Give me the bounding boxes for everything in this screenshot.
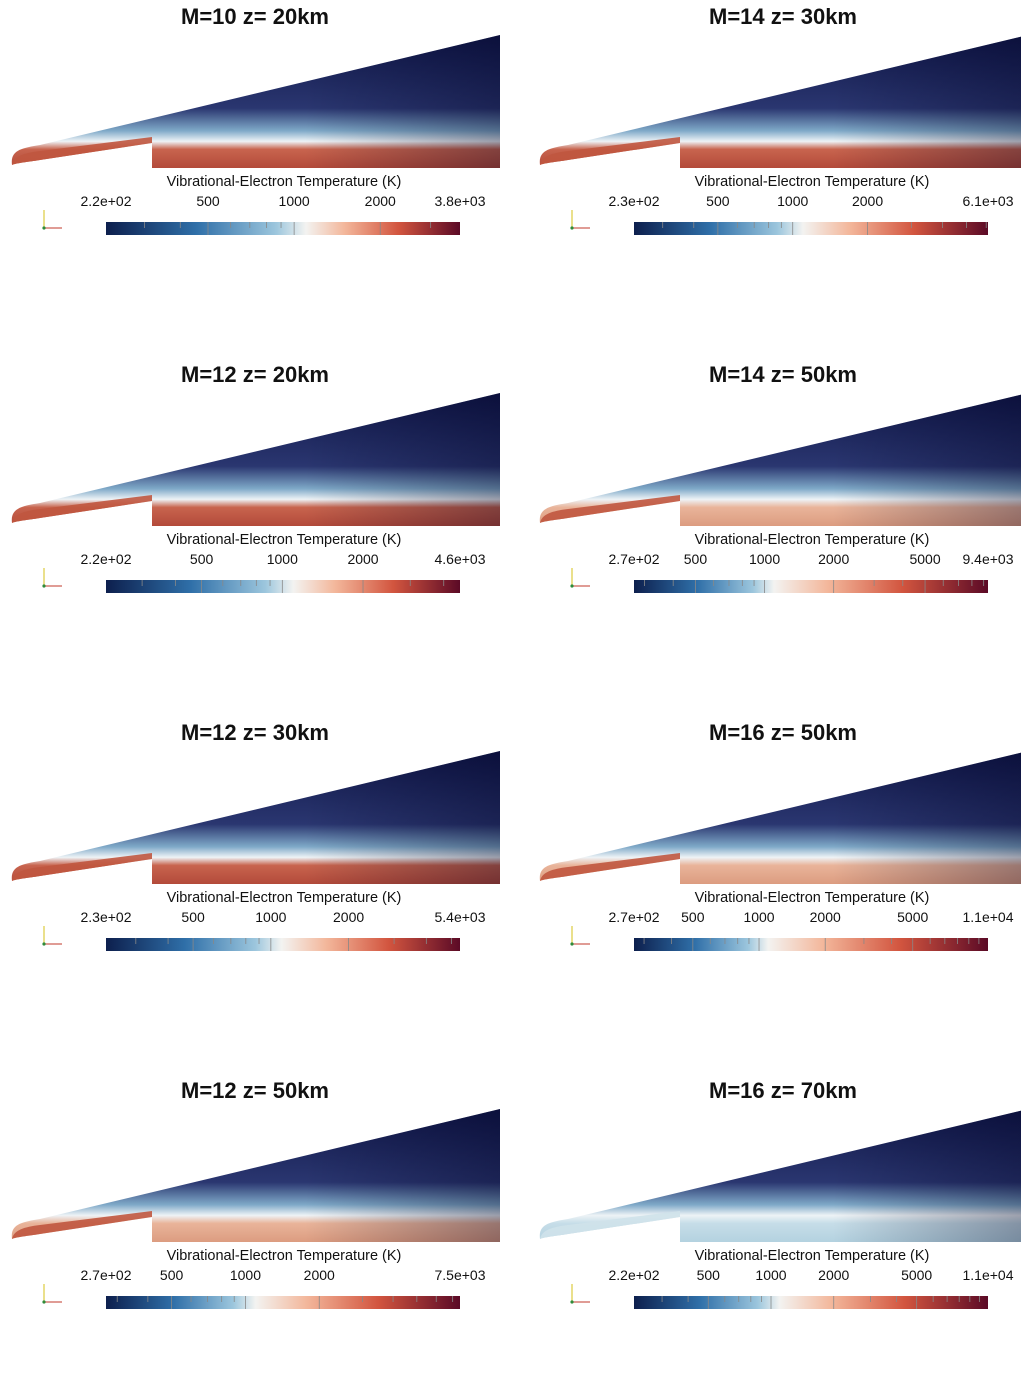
colorbar-tick-label: 500	[683, 551, 708, 567]
panel-title: M=14 z= 50km	[709, 362, 857, 387]
axes-triad-icon	[570, 568, 590, 588]
colorbar-title: Vibrational-Electron Temperature (K)	[694, 174, 930, 190]
colorbar-tick-label: 500	[189, 551, 214, 567]
panel-2: M=14 z= 30km Vibrational-Electron Tempera…	[528, 0, 1021, 300]
colorbar-tick-label: 1000	[748, 551, 781, 567]
panel-3: M=12 z= 20km Vibrational-Electron Tempera…	[0, 358, 510, 658]
colorbar-title: Vibrational-Electron Temperature (K)	[166, 532, 402, 548]
colorbar-tick-label: 4.6e+03	[434, 551, 486, 567]
colorbar-tick-label: 5000	[909, 551, 941, 567]
colorbar-tick-label: 2000	[364, 193, 396, 209]
panel-1: M=10 z= 20km Vibrational-Electron Tempera…	[0, 0, 510, 300]
colorbar-tick-label: 2000	[347, 551, 379, 567]
colorbar-tick-label: 2.7e+02	[608, 909, 660, 925]
colorbar	[634, 1296, 988, 1309]
colorbar-title: Vibrational-Electron Temperature (K)	[694, 890, 930, 906]
colorbar-tick-label: 2.2e+02	[608, 1267, 660, 1283]
colorbar-tick-label: 2.2e+02	[80, 551, 132, 567]
colorbar-tick-label: 1000	[777, 193, 809, 209]
colorbar-tick-label: 2.7e+02	[608, 551, 660, 567]
colorbar-tick-label: 5.4e+03	[434, 909, 486, 925]
panel-title: M=16 z= 50km	[709, 720, 857, 745]
colorbar-tick-label: 3.8e+03	[434, 193, 486, 209]
colorbar-tick-label: 7.5e+03	[434, 1267, 486, 1283]
colorbar-tick-label: 1000	[755, 1267, 787, 1283]
colorbar-tick-label: 5000	[897, 909, 929, 925]
colorbar-tick-label: 2000	[851, 193, 884, 209]
temperature-field	[11, 393, 500, 526]
colorbar-tick-label: 500	[181, 909, 205, 925]
colorbar	[634, 580, 988, 593]
colorbar-tick-label: 500	[681, 909, 705, 925]
axes-triad-icon	[42, 568, 62, 588]
colorbar-tick-label: 2000	[818, 1267, 850, 1283]
panel-title: M=16 z= 70km	[709, 1078, 857, 1103]
colorbar-tick-label: 1.1e+04	[962, 909, 1014, 925]
colorbar-tick-label: 500	[696, 1267, 720, 1283]
colorbar-tick-label: 2000	[818, 551, 850, 567]
colorbar-title: Vibrational-Electron Temperature (K)	[166, 1248, 402, 1264]
colorbar-tick-label: 1000	[278, 193, 310, 209]
axes-triad-icon	[42, 210, 62, 230]
colorbar	[634, 222, 988, 235]
colorbar-title: Vibrational-Electron Temperature (K)	[166, 174, 402, 190]
colorbar	[106, 222, 460, 235]
colorbar	[106, 580, 460, 593]
temperature-field	[539, 752, 1021, 884]
colorbar-tick-label: 1000	[255, 909, 287, 925]
axes-triad-icon	[570, 210, 590, 230]
colorbar-tick-label: 5000	[901, 1267, 933, 1283]
colorbar-tick-label: 2.7e+02	[80, 1267, 132, 1283]
panel-title: M=12 z= 50km	[181, 1078, 329, 1103]
temperature-field	[539, 36, 1021, 168]
colorbar-tick-label: 9.4e+03	[962, 551, 1014, 567]
temperature-field	[11, 1109, 500, 1242]
panel-title: M=14 z= 30km	[709, 4, 857, 29]
colorbar-tick-label: 2000	[303, 1267, 335, 1283]
panel-title: M=12 z= 30km	[181, 720, 329, 745]
axes-triad-icon	[570, 926, 590, 946]
axes-triad-icon	[42, 1284, 62, 1304]
colorbar-tick-label: 2000	[333, 909, 365, 925]
colorbar-tick-label: 500	[159, 1267, 184, 1283]
temperature-field	[11, 751, 500, 884]
temperature-field	[539, 1110, 1021, 1242]
colorbar-title: Vibrational-Electron Temperature (K)	[694, 1248, 930, 1264]
colorbar-tick-label: 500	[196, 193, 220, 209]
axes-triad-icon	[42, 926, 62, 946]
temperature-field	[539, 394, 1021, 526]
colorbar-tick-label: 500	[706, 193, 730, 209]
colorbar-tick-label: 1.1e+04	[962, 1267, 1014, 1283]
panel-8: M=16 z= 70km Vibrational-Electron Tempera…	[528, 1074, 1021, 1374]
colorbar-tick-label: 2.3e+02	[80, 909, 132, 925]
colorbar	[106, 938, 460, 951]
colorbar-tick-label: 2.2e+02	[80, 193, 132, 209]
colorbar	[106, 1296, 460, 1309]
panel-title: M=10 z= 20km	[181, 4, 329, 29]
panel-title: M=12 z= 20km	[181, 362, 329, 387]
panel-5: M=12 z= 30km Vibrational-Electron Tempera…	[0, 716, 510, 1016]
temperature-field	[11, 35, 500, 168]
colorbar-tick-label: 6.1e+03	[962, 193, 1014, 209]
axes-triad-icon	[570, 1284, 590, 1304]
colorbar-tick-label: 1000	[229, 1267, 261, 1283]
colorbar-tick-label: 2.3e+02	[608, 193, 660, 209]
panel-6: M=16 z= 50km Vibrational-Electron Tempera…	[528, 716, 1021, 1016]
colorbar-tick-label: 1000	[266, 551, 298, 567]
colorbar-title: Vibrational-Electron Temperature (K)	[166, 890, 402, 906]
colorbar-tick-label: 2000	[809, 909, 841, 925]
colorbar-title: Vibrational-Electron Temperature (K)	[694, 532, 930, 548]
panel-7: M=12 z= 50km Vibrational-Electron Tempera…	[0, 1074, 510, 1374]
panel-4: M=14 z= 50km Vibrational-Electron Tempera…	[528, 358, 1021, 658]
colorbar-tick-label: 1000	[743, 909, 775, 925]
colorbar	[634, 938, 988, 951]
